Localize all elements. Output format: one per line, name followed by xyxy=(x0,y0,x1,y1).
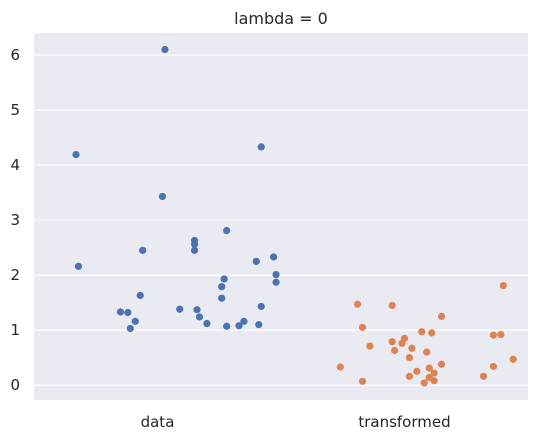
data-point xyxy=(72,150,80,159)
transformed-point xyxy=(358,377,367,385)
x-tick-labels: data transformed xyxy=(141,413,451,431)
y-gridlines xyxy=(34,54,528,386)
x-tick-label-data: data xyxy=(141,413,175,431)
data-point xyxy=(255,321,263,329)
data-point xyxy=(223,322,231,330)
y-tick-labels: 0 1 2 3 4 5 6 xyxy=(10,46,20,394)
transformed-point xyxy=(437,312,446,320)
x-tick-label-transformed: transformed xyxy=(358,413,450,431)
y-tick-label: 6 xyxy=(10,46,20,64)
y-tick-label: 0 xyxy=(10,376,20,394)
data-point xyxy=(252,257,260,265)
data-point xyxy=(139,246,147,254)
data-point xyxy=(195,313,204,321)
transformed-point xyxy=(366,342,374,350)
transformed-point xyxy=(430,377,438,385)
y-tick-label: 3 xyxy=(10,211,20,229)
data-point xyxy=(176,305,184,313)
data-point xyxy=(136,291,144,300)
transformed-point xyxy=(405,372,414,380)
transformed-point xyxy=(353,300,362,308)
data-point xyxy=(193,306,201,314)
data-point xyxy=(257,302,265,311)
data-point xyxy=(218,294,226,302)
transformed-point xyxy=(437,360,446,368)
data-point xyxy=(269,253,278,261)
transformed-point xyxy=(420,379,428,387)
transformed-point xyxy=(430,369,438,377)
data-point xyxy=(223,226,231,235)
data-point xyxy=(272,270,280,279)
data-point xyxy=(220,275,228,283)
data-point xyxy=(235,322,243,330)
data-point xyxy=(74,262,83,270)
transformed-point xyxy=(418,328,426,336)
y-tick-label: 4 xyxy=(10,156,20,174)
transformed-point xyxy=(489,331,498,339)
data-point xyxy=(203,319,211,328)
data-point xyxy=(272,278,280,286)
transformed-point xyxy=(497,330,505,339)
y-tick-label: 1 xyxy=(10,321,20,339)
transformed-point xyxy=(358,323,367,331)
transformed-point xyxy=(408,344,416,352)
transformed-point xyxy=(479,372,488,380)
transformed-point xyxy=(336,363,344,371)
transformed-point xyxy=(425,364,433,372)
data-point xyxy=(131,317,139,325)
data-point xyxy=(190,246,199,254)
data-point xyxy=(257,143,265,151)
transformed-point xyxy=(405,354,414,362)
transformed-point xyxy=(388,301,396,309)
transformed-point xyxy=(489,362,498,371)
data-point xyxy=(158,192,167,201)
y-tick-label: 5 xyxy=(10,101,20,119)
data-point xyxy=(240,317,248,325)
data-point xyxy=(161,45,169,54)
data-point xyxy=(116,308,125,316)
data-point xyxy=(190,240,199,248)
transformed-point xyxy=(391,346,399,355)
transformed-point xyxy=(413,367,421,375)
y-tick-label: 2 xyxy=(10,266,20,284)
chart-title: lambda = 0 xyxy=(234,9,328,28)
points-layer xyxy=(72,45,517,387)
transformed-point xyxy=(509,355,517,363)
data-point xyxy=(218,283,226,291)
transformed-point xyxy=(428,329,436,337)
data-point xyxy=(126,324,134,333)
transformed-point xyxy=(499,281,507,290)
data-point xyxy=(124,308,132,317)
transformed-point xyxy=(388,338,396,346)
plot-background xyxy=(34,33,528,400)
transformed-point xyxy=(423,348,431,356)
transformed-point xyxy=(398,339,406,347)
